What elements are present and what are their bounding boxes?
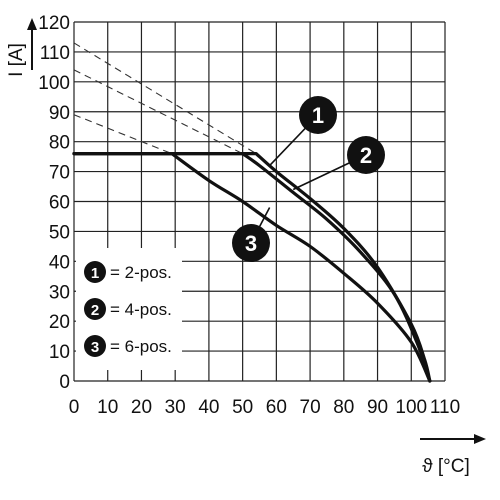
- callout-badge-1: [299, 96, 337, 134]
- y-tick-30: 30: [49, 282, 70, 303]
- callout-badge-3: [232, 224, 270, 262]
- x-tick-labels: 0 10 20 30 40 50 60 70 80 90 100 110: [69, 397, 460, 418]
- axis-arrows: I [A] ϑ [°C]: [6, 18, 486, 477]
- x-tick-10: 10: [97, 397, 118, 418]
- legend-badge-label-1: 1: [91, 265, 99, 282]
- y-tick-110: 110: [40, 43, 70, 64]
- y-tick-40: 40: [49, 252, 70, 273]
- legend-badge-label-2: 2: [91, 302, 99, 319]
- y-tick-labels: 0 10 20 30 40 50 60 70 80 90 100 110 120: [38, 13, 70, 393]
- x-tick-80: 80: [333, 397, 354, 418]
- x-tick-70: 70: [300, 397, 321, 418]
- x-tick-90: 90: [367, 397, 388, 418]
- y-tick-20: 20: [49, 312, 70, 333]
- dashed-extension-3: [73, 114, 173, 155]
- y-tick-0: 0: [59, 372, 70, 393]
- dashed-extension-2: [73, 69, 243, 155]
- x-axis-label: ϑ [°C]: [422, 456, 470, 477]
- x-tick-60: 60: [266, 397, 287, 418]
- dashed-extensions: [73, 42, 257, 155]
- x-tick-0: 0: [69, 397, 80, 418]
- curve-series-2: [72, 152, 432, 383]
- legend-badge-1: [84, 261, 106, 283]
- callout-badge-2: [347, 136, 385, 174]
- legend-label-1: = 2-pos.: [110, 263, 172, 282]
- y-tick-10: 10: [49, 342, 70, 363]
- y-tick-90: 90: [49, 103, 70, 124]
- y-tick-70: 70: [49, 163, 70, 184]
- x-tick-50: 50: [232, 397, 253, 418]
- legend-badge-label-3: 3: [91, 339, 99, 356]
- legend-label-2: = 4-pos.: [110, 300, 172, 319]
- y-tick-60: 60: [49, 193, 70, 214]
- y-tick-50: 50: [49, 222, 70, 243]
- callout-badge-label-1: 1: [312, 103, 324, 128]
- x-axis-arrowhead: [474, 434, 486, 444]
- x-tick-110: 110: [430, 397, 460, 418]
- callout-leaders: [250, 114, 367, 244]
- legend: 1 = 2-pos. 2 = 4-pos. 3 = 6-pos.: [76, 248, 182, 370]
- x-tick-20: 20: [131, 397, 152, 418]
- x-tick-100: 100: [395, 397, 427, 418]
- curve-series-3: [72, 152, 432, 383]
- y-axis-label: I [A]: [6, 43, 27, 77]
- y-axis-arrowhead: [27, 18, 37, 30]
- y-tick-120: 120: [38, 13, 70, 34]
- legend-badge-3: [84, 335, 106, 357]
- y-tick-100: 100: [38, 73, 70, 94]
- curves: [72, 152, 432, 383]
- x-tick-40: 40: [198, 397, 219, 418]
- callout-badge-label-2: 2: [360, 143, 372, 168]
- callouts: 1 2 3: [232, 96, 385, 262]
- callout-badge-label-3: 3: [245, 231, 257, 256]
- x-tick-30: 30: [165, 397, 186, 418]
- legend-badge-2: [84, 298, 106, 320]
- dashed-extension-1: [73, 42, 257, 155]
- legend-label-3: = 6-pos.: [110, 337, 172, 356]
- y-tick-80: 80: [49, 133, 70, 154]
